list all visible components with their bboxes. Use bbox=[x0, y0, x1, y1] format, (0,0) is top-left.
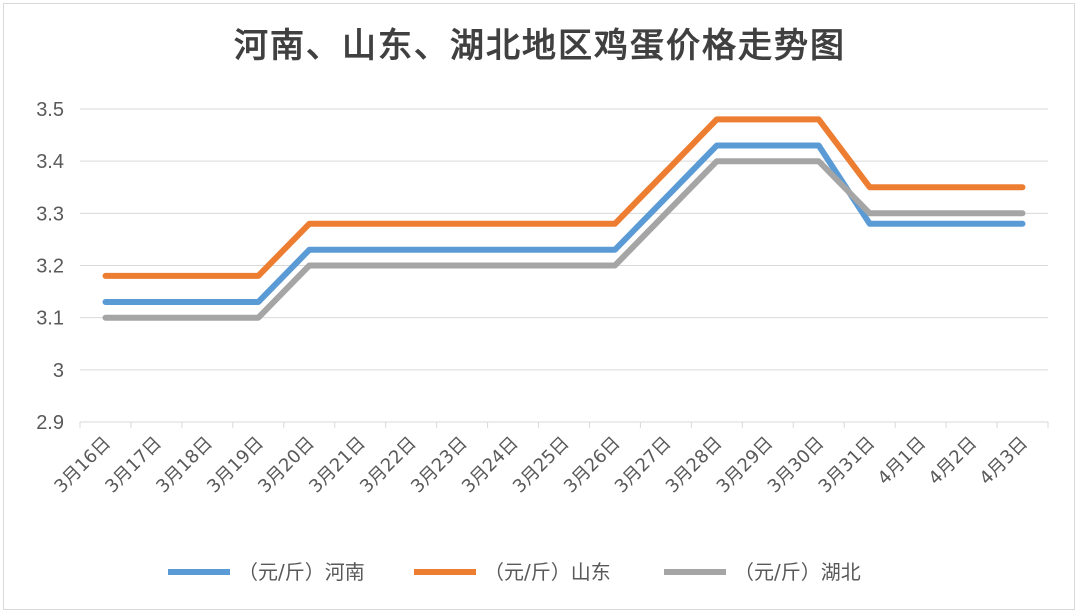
legend-label: （元/斤）山东 bbox=[484, 560, 611, 584]
series-line-1 bbox=[102, 116, 1026, 279]
y-axis-ticks: 2.9 3 3.1 3.2 3.3 3.4 3.5 bbox=[36, 99, 64, 434]
x-tick-label: 4月3日 bbox=[976, 433, 1033, 490]
x-tick-label: 4月2日 bbox=[925, 433, 982, 490]
y-tick-label: 3.1 bbox=[36, 308, 64, 330]
legend: （元/斤）河南 （元/斤）山东 （元/斤）湖北 bbox=[168, 560, 861, 584]
legend-label: （元/斤）河南 bbox=[238, 560, 365, 584]
x-tick-label: 3月31日 bbox=[815, 433, 880, 498]
y-tick-label: 2.9 bbox=[36, 412, 64, 434]
y-tick-label: 3.5 bbox=[36, 99, 64, 121]
series-line-2 bbox=[102, 158, 1026, 321]
gridlines bbox=[79, 108, 1049, 428]
legend-label: （元/斤）湖北 bbox=[734, 560, 861, 584]
x-axis-ticks: 3月16日3月17日3月18日3月19日3月20日3月21日3月22日3月23日… bbox=[50, 433, 1032, 498]
chart-title: 河南、山东、湖北地区鸡蛋价格走势图 bbox=[234, 26, 846, 66]
chart-frame bbox=[3, 3, 1075, 610]
y-tick-label: 3.3 bbox=[36, 203, 64, 225]
y-tick-label: 3.2 bbox=[36, 256, 64, 278]
y-tick-label: 3.4 bbox=[36, 151, 64, 173]
y-tick-label: 3 bbox=[53, 360, 64, 382]
series-line-0 bbox=[102, 142, 1026, 305]
x-tick-label: 4月1日 bbox=[874, 433, 931, 490]
series-lines bbox=[102, 116, 1026, 321]
